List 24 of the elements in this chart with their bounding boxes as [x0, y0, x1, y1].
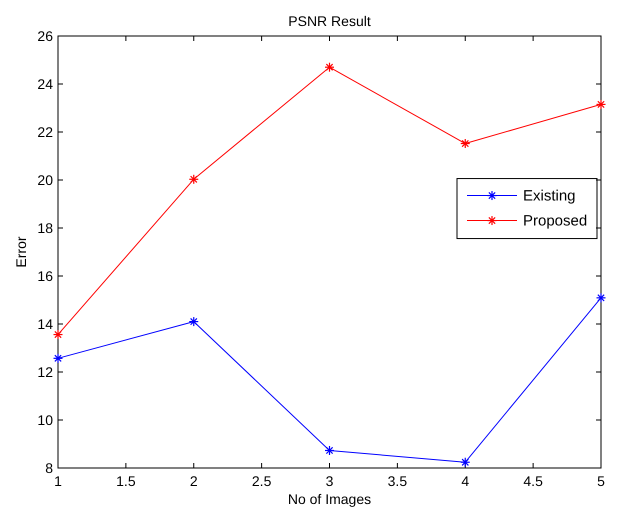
- x-axis-title: No of Images: [288, 491, 372, 507]
- x-tick-label: 2: [190, 473, 198, 489]
- chart-title: PSNR Result: [288, 13, 371, 29]
- y-tick-label: 8: [45, 460, 54, 476]
- y-tick-label: 26: [37, 28, 54, 44]
- x-tick-label: 3: [326, 473, 334, 489]
- x-tick-label: 5: [597, 473, 606, 489]
- y-tick-label: 22: [37, 124, 54, 140]
- y-tick-label: 10: [37, 412, 54, 428]
- y-tick-label: 16: [37, 268, 54, 284]
- y-tick-label: 14: [37, 316, 54, 332]
- y-tick-label: 20: [37, 172, 54, 188]
- y-tick-label: 18: [37, 220, 54, 236]
- legend-label: Existing: [523, 188, 576, 205]
- x-tick-label: 1: [54, 473, 62, 489]
- x-tick-label: 4: [461, 473, 470, 489]
- x-tick-label: 2.5: [252, 473, 272, 489]
- x-tick-label: 1.5: [116, 473, 136, 489]
- legend-label: Proposed: [523, 212, 588, 230]
- y-tick-label: 12: [37, 364, 54, 380]
- y-tick-label: 24: [37, 76, 54, 92]
- x-tick-label: 4.5: [523, 473, 544, 489]
- y-axis-title: Error: [13, 236, 29, 268]
- x-tick-label: 3.5: [388, 473, 408, 489]
